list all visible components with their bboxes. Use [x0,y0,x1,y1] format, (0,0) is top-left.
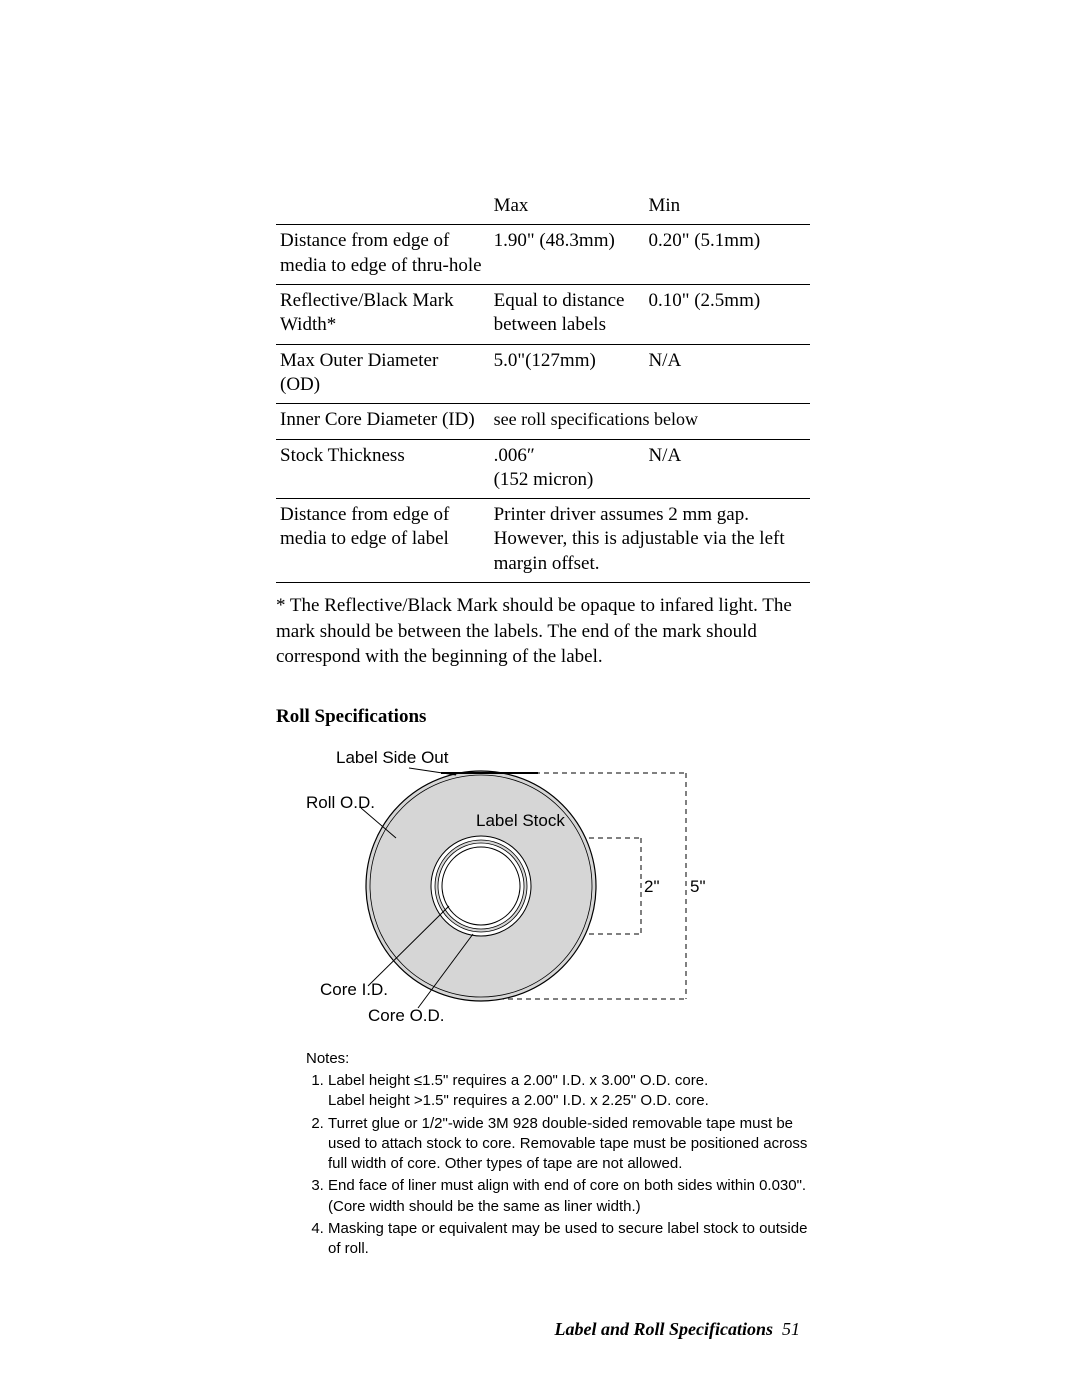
notes-item: Label height ≤1.5" requires a 2.00" I.D.… [328,1071,810,1112]
label-dim-outer: 5" [690,877,706,896]
cell-min: 0.20" (5.1mm) [644,225,810,285]
cell-name: Reflective/Black Mark Width* [276,284,490,344]
cell-span: see roll specifications below [490,404,810,439]
cell-name: Distance from edge of media to edge of t… [276,225,490,285]
cell-name: Inner Core Diameter (ID) [276,404,490,439]
roll-diagram: Label Side Out Roll O.D. Label Stock Cor… [306,746,810,1041]
table-row: Reflective/Black Mark Width*Equal to dis… [276,284,810,344]
table-row: Distance from edge of media to edge of t… [276,225,810,285]
header-min: Min [644,190,810,225]
table-row: Stock Thickness.006″ (152 micron)N/A [276,439,810,499]
page: Max Min Distance from edge of media to e… [0,0,1080,1340]
footnote: * The Reflective/Black Mark should be op… [276,593,810,670]
label-roll-od: Roll O.D. [306,793,375,812]
cell-max: 1.90" (48.3mm) [490,225,645,285]
leader-label-side-out [409,768,456,775]
cell-max: Equal to distance between labels [490,284,645,344]
cell-max: .006″ (152 micron) [490,439,645,499]
label-dim-inner: 2" [644,877,660,896]
notes-item: Turret glue or 1/2"-wide 3M 928 double-s… [328,1114,810,1175]
roll-diagram-svg: Label Side Out Roll O.D. Label Stock Cor… [306,746,736,1036]
label-core-od: Core O.D. [368,1006,445,1025]
table-row: Max Outer Diameter (OD)5.0"(127mm)N/A [276,344,810,404]
cell-min: N/A [644,344,810,404]
cell-span: Printer driver assumes 2 mm gap. However… [490,499,810,583]
notes-heading: Notes: [306,1049,810,1069]
table-row: Distance from edge of media to edge of l… [276,499,810,583]
label-label-stock: Label Stock [476,811,565,830]
cell-min: 0.10" (2.5mm) [644,284,810,344]
table-row: Inner Core Diameter (ID)see roll specifi… [276,404,810,439]
cell-name: Max Outer Diameter (OD) [276,344,490,404]
section-heading: Roll Specifications [276,706,810,728]
notes-item: Masking tape or equivalent may be used t… [328,1219,810,1260]
header-name [276,190,490,225]
cell-name: Distance from edge of media to edge of l… [276,499,490,583]
cell-max: 5.0"(127mm) [490,344,645,404]
label-core-id: Core I.D. [320,980,388,999]
notes-list: Label height ≤1.5" requires a 2.00" I.D.… [306,1071,810,1259]
notes: Notes: Label height ≤1.5" requires a 2.0… [306,1049,810,1260]
footer-page: 51 [782,1319,800,1339]
spec-table: Max Min Distance from edge of media to e… [276,190,810,583]
core-inner [442,847,520,925]
page-footer: Label and Roll Specifications 51 [276,1319,810,1340]
cell-min: N/A [644,439,810,499]
cell-name: Stock Thickness [276,439,490,499]
label-label-side-out: Label Side Out [336,748,449,767]
spec-table-body: Distance from edge of media to edge of t… [276,225,810,583]
notes-item: End face of liner must align with end of… [328,1176,810,1217]
table-header-row: Max Min [276,190,810,225]
header-max: Max [490,190,645,225]
footer-title: Label and Roll Specifications [555,1319,774,1339]
